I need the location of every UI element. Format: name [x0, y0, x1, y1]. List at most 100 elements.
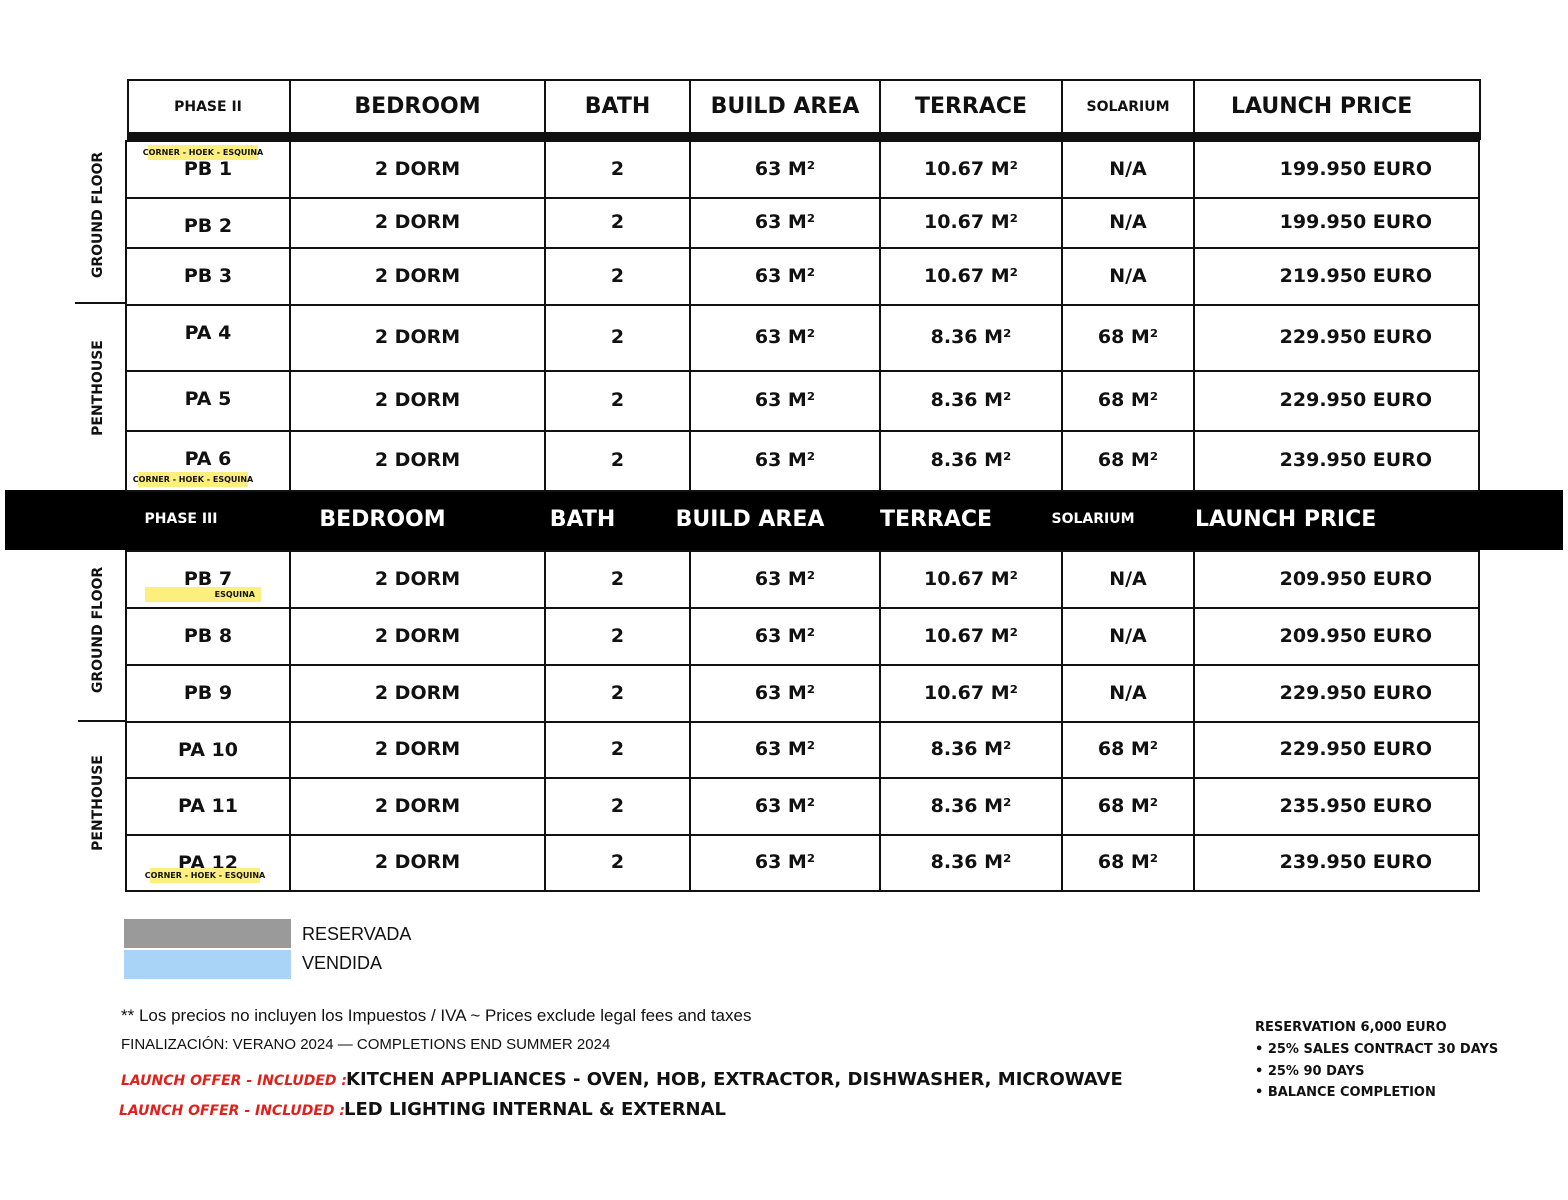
cell-solarium: N/A [1061, 197, 1193, 247]
cell-bedroom: 2 DORM [289, 834, 544, 890]
cell-solarium: 68 M² [1061, 304, 1193, 370]
header-terrace: TERRACE [879, 79, 1061, 134]
cell-terrace: 10.67 M² [879, 197, 1061, 247]
cell-unit: PB 1 [183, 158, 233, 180]
cell-launch-price: 199.950 EURO [1193, 140, 1480, 197]
header-unit: PHASE II [174, 98, 242, 115]
legend-swatch [124, 919, 291, 948]
cell-build-area: 63 M² [689, 247, 879, 304]
cell-build-area: 63 M² [689, 304, 879, 370]
cell-launch-price: 229.950 EURO [1193, 664, 1480, 721]
cell-solarium: N/A [1061, 247, 1193, 304]
offer-prefix: LAUNCH OFFER - INCLUDED :: [121, 1073, 353, 1089]
cell-terrace: 8.36 M² [879, 721, 1061, 777]
legend-label: VENDIDA [302, 953, 383, 973]
cell-bedroom: 2 DORM [289, 140, 544, 197]
cell-terrace: 10.67 M² [879, 664, 1061, 721]
header-terrace: TERRACE [879, 506, 993, 532]
header-bedroom: BEDROOM [319, 506, 446, 532]
cell-terrace: 10.67 M² [879, 140, 1061, 197]
cell-bedroom: 2 DORM [289, 370, 544, 430]
cell-bath: 2 [544, 777, 689, 834]
cell-bath: 2 [544, 430, 689, 490]
cell-build-area: 63 M² [689, 607, 879, 664]
payment-item: • 25% 90 DAYS [1255, 1063, 1365, 1079]
cell-launch-price: 209.950 EURO [1193, 550, 1480, 607]
cell-unit: PA 11 [178, 795, 238, 817]
corner-tag: CORNER - HOEK - ESQUINA [133, 472, 253, 487]
cell-solarium: N/A [1061, 664, 1193, 721]
cell-build-area: 63 M² [689, 197, 879, 247]
cell-bedroom: 2 DORM [289, 197, 544, 247]
cell-build-area: 63 M² [689, 834, 879, 890]
cell-unit: PA 6 [184, 448, 232, 470]
cell-build-area: 63 M² [689, 721, 879, 777]
cell-unit: PB 8 [183, 625, 233, 647]
cell-bedroom: 2 DORM [289, 607, 544, 664]
section-label: PENTHOUSE [90, 755, 106, 851]
header-bath: BATH [544, 79, 689, 134]
cell-terrace: 8.36 M² [879, 430, 1061, 490]
cell-solarium: 68 M² [1061, 370, 1193, 430]
cell-solarium: 68 M² [1061, 777, 1193, 834]
payment-item: • BALANCE COMPLETION [1255, 1085, 1436, 1100]
offer-text: LED LIGHTING INTERNAL & EXTERNAL [344, 1099, 727, 1120]
header-build-area: BUILD AREA [675, 506, 825, 532]
corner-tag: CORNER - HOEK - ESQUINA [145, 868, 265, 883]
corner-tag: ESQUINA [145, 587, 261, 602]
cell-unit: PA 4 [184, 322, 232, 344]
header-launch-price: LAUNCH PRICE [1193, 79, 1480, 134]
cell-bath: 2 [544, 247, 689, 304]
cell-launch-price: 209.950 EURO [1193, 607, 1480, 664]
offer-prefix: LAUNCH OFFER - INCLUDED :: [119, 1103, 351, 1119]
table-row [125, 430, 1480, 492]
cell-bath: 2 [544, 370, 689, 430]
cell-solarium: 68 M² [1061, 721, 1193, 777]
header-unit: PHASE III [144, 511, 218, 527]
cell-build-area: 63 M² [689, 777, 879, 834]
cell-bath: 2 [544, 721, 689, 777]
cell-build-area: 63 M² [689, 370, 879, 430]
cell-launch-price: 219.950 EURO [1193, 247, 1480, 304]
section-divider [78, 720, 127, 722]
cell-launch-price: 239.950 EURO [1193, 834, 1480, 890]
cell-bath: 2 [544, 304, 689, 370]
offer-text: KITCHEN APPLIANCES - OVEN, HOB, EXTRACTO… [346, 1069, 1123, 1090]
cell-bedroom: 2 DORM [289, 247, 544, 304]
cell-terrace: 8.36 M² [879, 777, 1061, 834]
cell-bath: 2 [544, 140, 689, 197]
cell-build-area: 63 M² [689, 664, 879, 721]
cell-terrace: 10.67 M² [879, 607, 1061, 664]
cell-launch-price: 229.950 EURO [1193, 721, 1480, 777]
cell-launch-price: 235.950 EURO [1193, 777, 1480, 834]
cell-bedroom: 2 DORM [289, 550, 544, 607]
cell-unit: PB 2 [183, 215, 233, 237]
header-build-area: BUILD AREA [689, 79, 879, 134]
completion-note: FINALIZACIÓN: VERANO 2024 — COMPLETIONS … [121, 1036, 611, 1053]
cell-launch-price: 239.950 EURO [1193, 430, 1480, 490]
phase2-header-row [127, 79, 1481, 140]
cell-bath: 2 [544, 550, 689, 607]
cell-unit: PB 7 [183, 568, 233, 590]
cell-terrace: 8.36 M² [879, 834, 1061, 890]
cell-solarium: 68 M² [1061, 430, 1193, 490]
header-solarium: SOLARIUM [1051, 511, 1135, 527]
payment-item: • 25% SALES CONTRACT 30 DAYS [1255, 1042, 1499, 1057]
section-divider [75, 302, 127, 304]
header-solarium: SOLARIUM [1061, 79, 1193, 134]
cell-solarium: N/A [1061, 140, 1193, 197]
cell-terrace: 10.67 M² [879, 247, 1061, 304]
cell-build-area: 63 M² [689, 430, 879, 490]
cell-unit: PA 10 [178, 739, 238, 761]
cell-unit: PA 5 [184, 388, 232, 410]
section-label: GROUND FLOOR [90, 566, 106, 694]
table-row [125, 834, 1480, 892]
cell-bath: 2 [544, 834, 689, 890]
cell-bedroom: 2 DORM [289, 430, 544, 490]
header-bath: BATH [549, 506, 616, 532]
cell-bedroom: 2 DORM [289, 777, 544, 834]
cell-launch-price: 199.950 EURO [1193, 197, 1480, 247]
cell-bedroom: 2 DORM [289, 664, 544, 721]
cell-bath: 2 [544, 664, 689, 721]
header-launch-price: LAUNCH PRICE [1195, 506, 1377, 532]
